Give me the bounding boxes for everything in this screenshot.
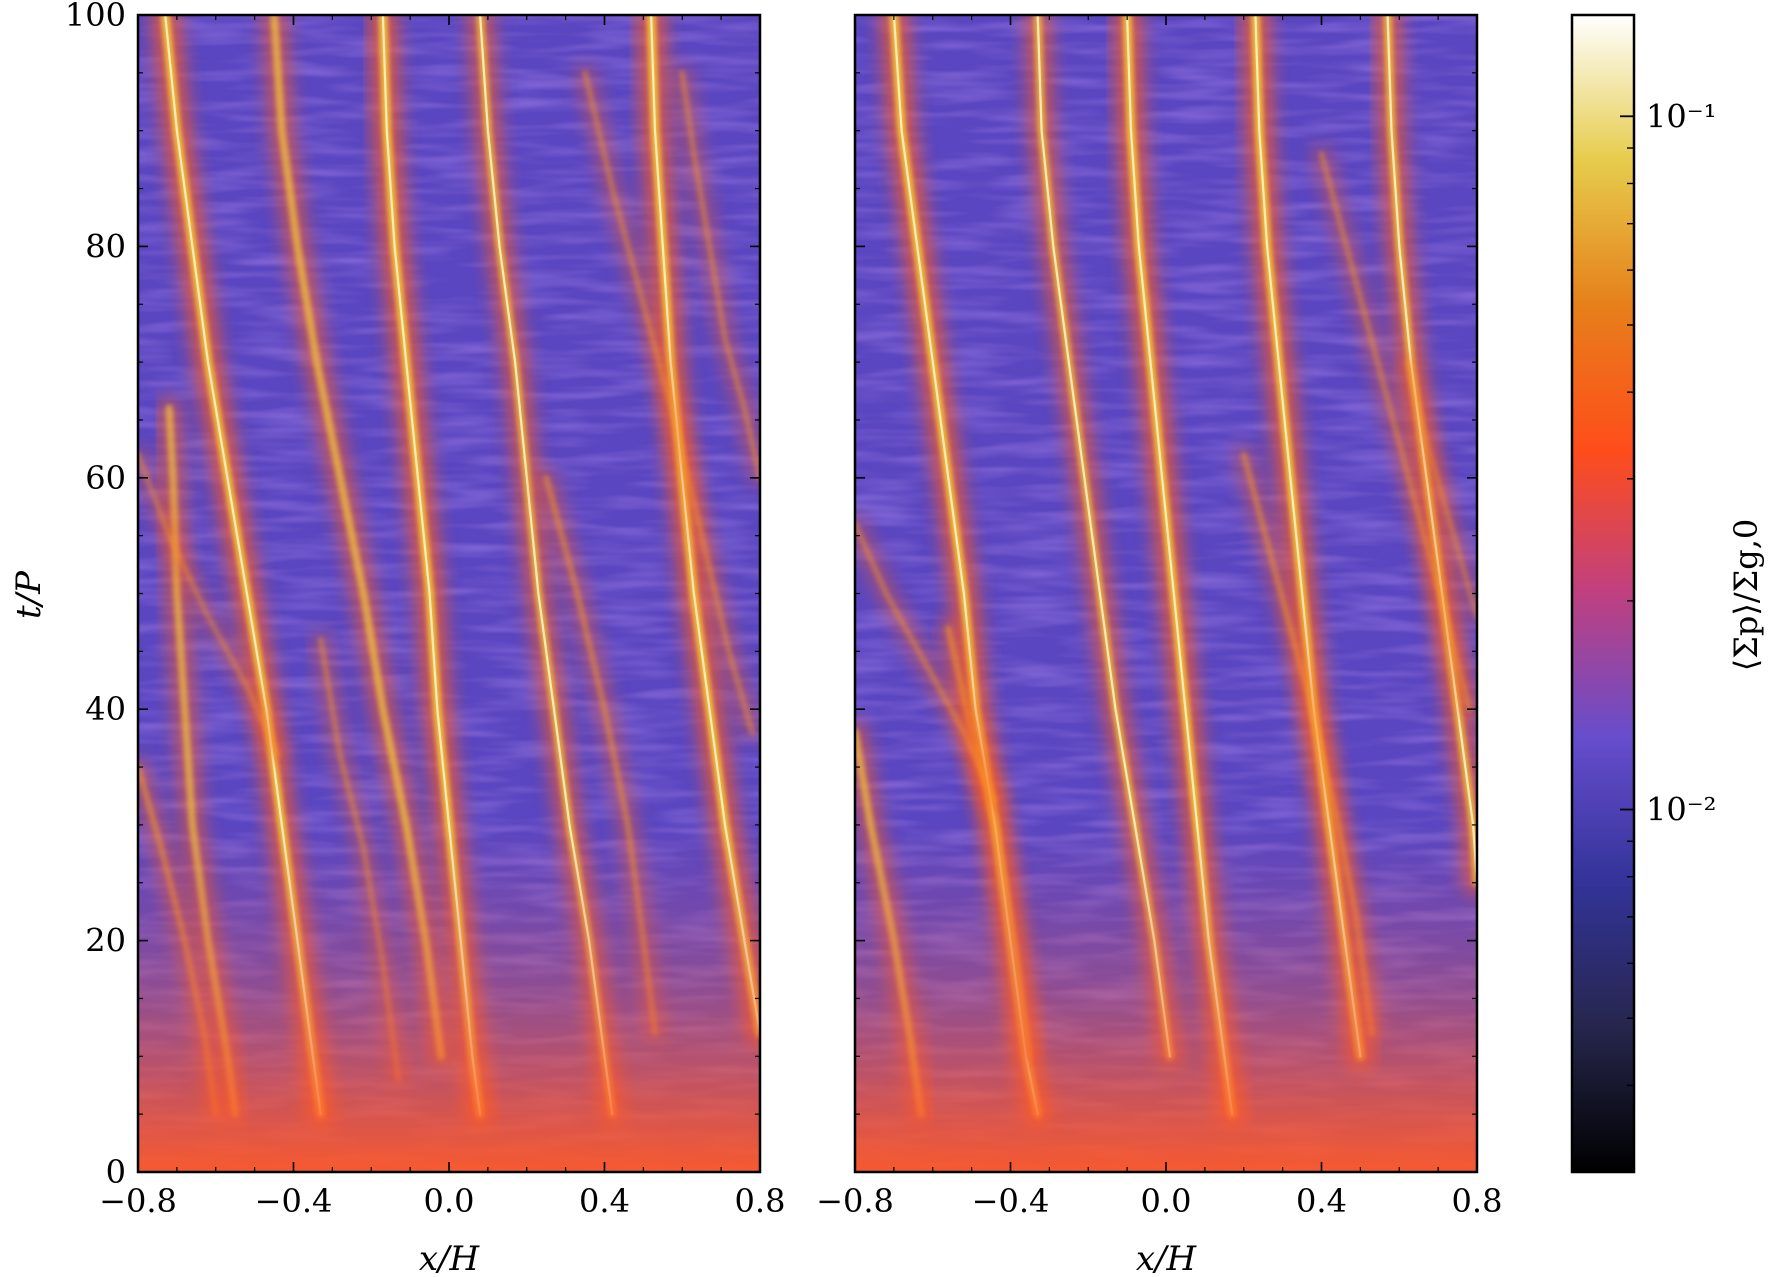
x-tick-label: −0.8	[816, 1182, 894, 1220]
x-tick-label: 0.4	[1296, 1182, 1347, 1220]
early-time-band	[138, 15, 760, 1172]
heatmap-panel-left: −0.8 −0.4 0.0 0.4 0.8 0 20 40 60 80 100	[65, 0, 786, 1220]
x-axis-label-left: x/H	[419, 1239, 481, 1277]
x-tick-label: 0.4	[579, 1182, 630, 1220]
y-tick-label: 60	[85, 459, 126, 497]
heatmap-panel-right: −0.8 −0.4 0.0 0.4 0.8	[816, 13, 1503, 1220]
y-tick-label: 100	[65, 0, 126, 34]
x-tick-label: 0.8	[735, 1182, 786, 1220]
x-tick-label: −0.4	[972, 1182, 1050, 1220]
x-tick-label: −0.4	[255, 1182, 333, 1220]
x-tick-label: −0.8	[99, 1182, 177, 1220]
colorbar-tick-layer: 10⁻¹ 10⁻²	[1620, 97, 1716, 1087]
y-axis-label: t/P	[9, 570, 49, 619]
y-tick-label: 80	[85, 227, 126, 265]
x-axis-label-right: x/H	[1136, 1239, 1198, 1277]
x-tick-label: 0.8	[1452, 1182, 1503, 1220]
colorbar-label: ⟨Σp⟩/Σg,0	[1727, 519, 1765, 672]
colorbar-tick-label: 10⁻¹	[1646, 97, 1716, 135]
y-tick-label: 0	[106, 1153, 126, 1191]
tick-layer: −0.8 −0.4 0.0 0.4 0.8 0 20 40 60 80 100	[65, 0, 786, 1220]
colorbar-gradient	[1572, 15, 1634, 1172]
tick-layer: −0.8 −0.4 0.0 0.4 0.8	[816, 14, 1503, 1220]
x-tick-label: 0.0	[424, 1182, 475, 1220]
colorbar-tick-label: 10⁻²	[1646, 791, 1716, 829]
colorbar-frame	[1570, 13, 1636, 1174]
x-tick-label: 0.0	[1141, 1182, 1192, 1220]
y-tick-label: 20	[85, 922, 126, 960]
early-time-band	[855, 15, 1477, 1172]
colorbar: 10⁻¹ 10⁻² ⟨Σp⟩/Σg,0	[1570, 13, 1765, 1174]
y-tick-label: 40	[85, 690, 126, 728]
